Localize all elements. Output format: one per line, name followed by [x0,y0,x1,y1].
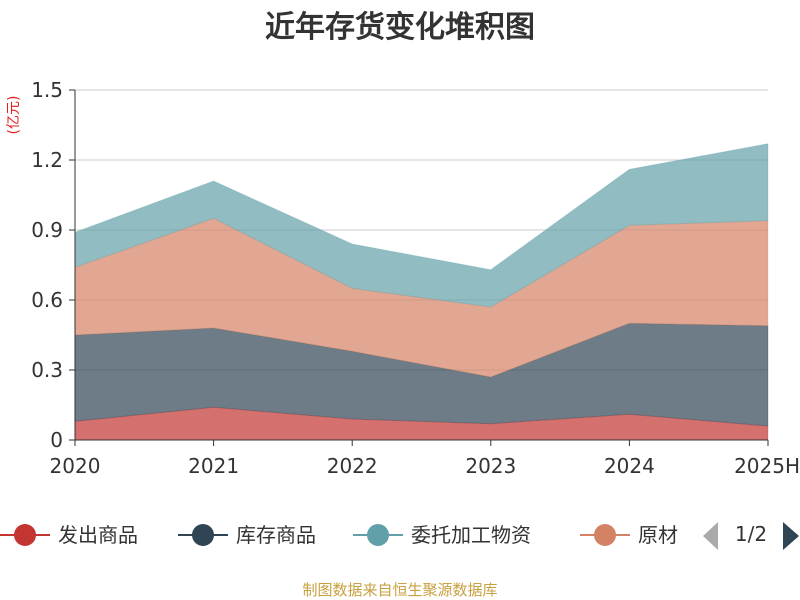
legend-label: 原材 [638,523,678,547]
y-tick-label: 0 [50,428,63,452]
x-tick-label: 2022 [327,454,378,478]
legend-marker-icon [367,524,389,546]
legend-pager: 1/2 [703,522,799,550]
x-axis-ticks: 2020 2021 2022 2023 2024 2025H [50,440,800,478]
legend-item[interactable]: 库存商品 [178,523,316,547]
legend: 发出商品 库存商品 委托加工物资 原材 [0,523,678,547]
legend-item[interactable]: 发出商品 [0,523,138,547]
legend-item[interactable]: 委托加工物资 [353,523,531,547]
legend-marker-icon [192,524,214,546]
y-tick-label: 0.6 [31,288,63,312]
x-tick-label: 2020 [50,454,101,478]
legend-label: 发出商品 [58,523,138,547]
x-tick-label: 2023 [465,454,516,478]
y-tick-label: 0.3 [31,358,63,382]
legend-next-arrow-icon[interactable] [783,522,799,550]
y-axis-unit: (亿元) [6,96,22,135]
stacked-areas [74,143,769,441]
y-axis-ticks: 0 0.3 0.6 0.9 1.2 1.5 [31,78,75,452]
footer-source: 制图数据来自恒生聚源数据库 [302,581,497,599]
legend-page-indicator: 1/2 [735,522,767,546]
x-tick-label: 2025H [734,454,800,478]
area-series-委托加工物资 [74,143,769,308]
y-tick-label: 1.2 [31,148,63,172]
x-tick-label: 2021 [188,454,239,478]
chart-title: 近年存货变化堆积图 [265,10,535,45]
legend-item[interactable]: 原材 [580,523,678,547]
legend-marker-icon [594,524,616,546]
axes [74,90,768,441]
y-tick-label: 0.9 [31,218,63,242]
y-tick-label: 1.5 [31,78,63,102]
legend-label: 库存商品 [236,523,316,547]
legend-label: 委托加工物资 [411,523,531,547]
legend-marker-icon [14,524,36,546]
legend-prev-arrow-icon[interactable] [703,522,718,550]
x-tick-label: 2024 [604,454,655,478]
